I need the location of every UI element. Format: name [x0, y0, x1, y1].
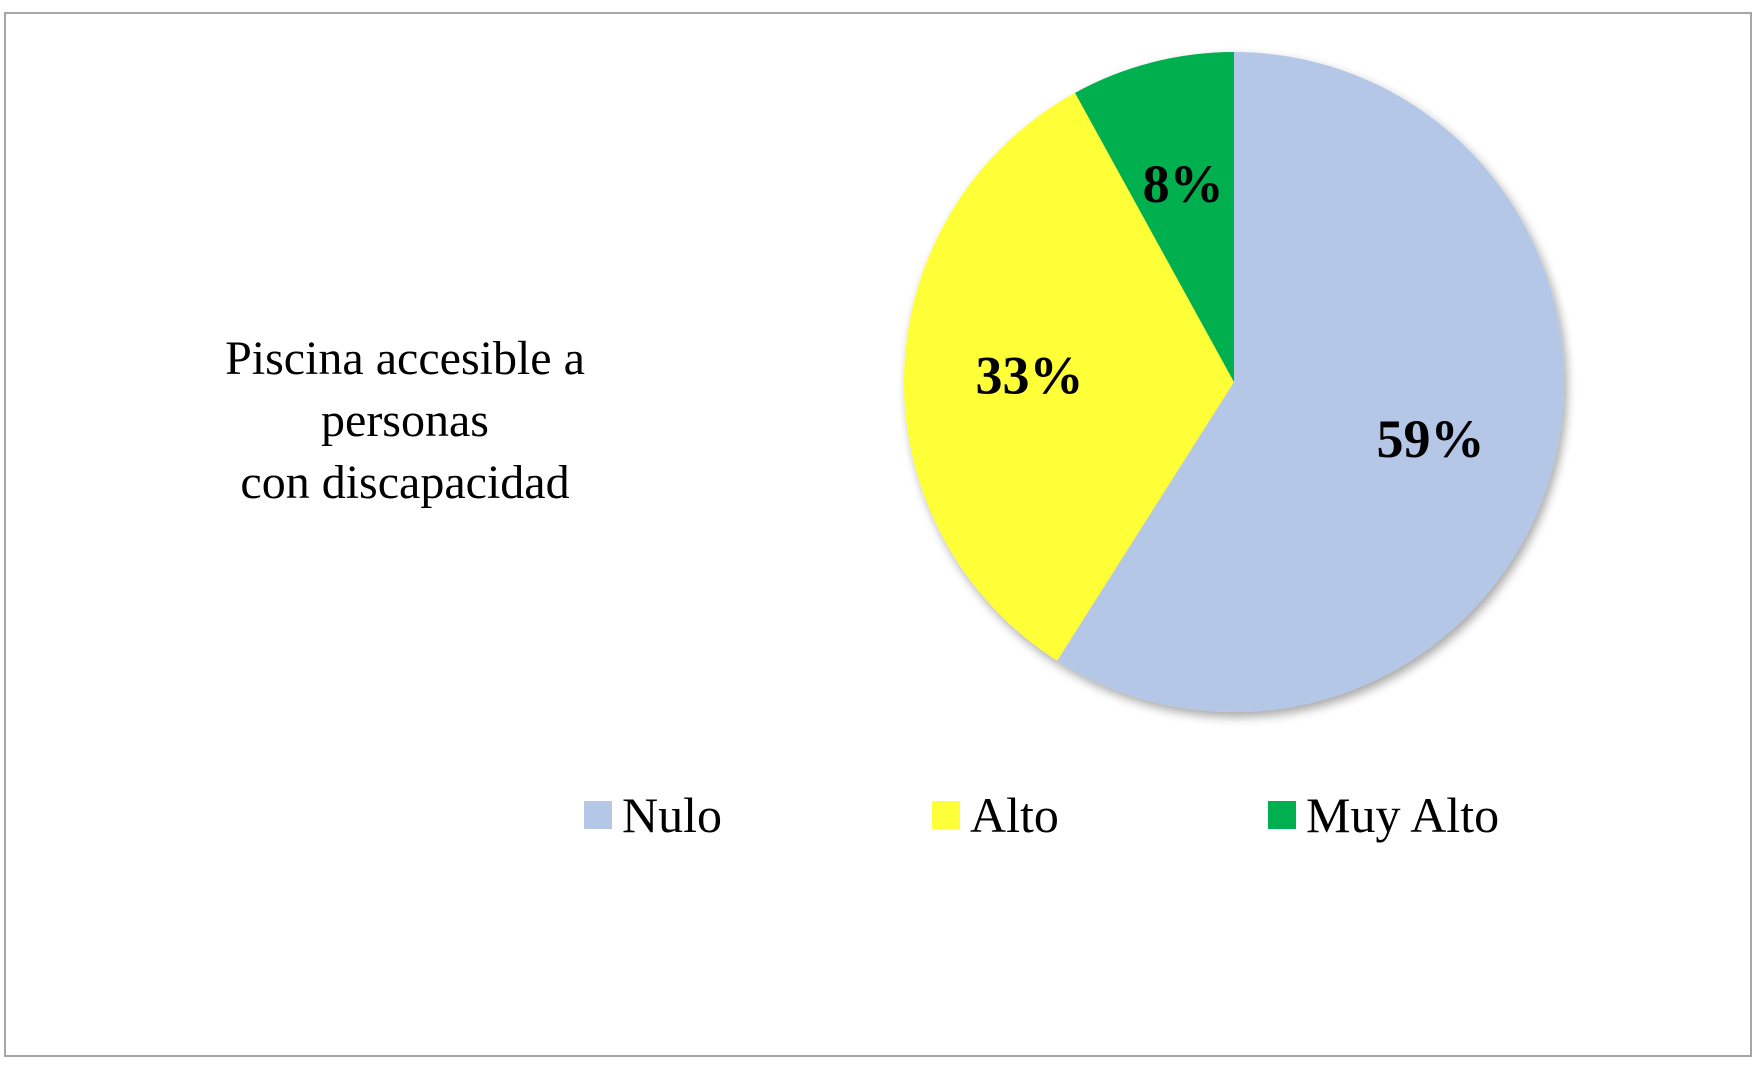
pie-slices: [904, 52, 1564, 712]
pie-label-nulo: 59%: [1376, 409, 1484, 469]
legend-label-nulo: Nulo: [622, 787, 722, 843]
pie-slice-nulo: [1057, 52, 1564, 712]
legend-label-alto: Alto: [970, 787, 1059, 843]
legend-swatch-muy-alto: [1268, 801, 1296, 829]
legend-item-nulo: Nulo: [584, 780, 722, 850]
pie-label-muy-alto: 8%: [1143, 154, 1224, 214]
legend-label-muy-alto: Muy Alto: [1306, 787, 1500, 843]
pie-label-alto: 33%: [976, 346, 1084, 406]
pie-slice-alto: [904, 92, 1234, 661]
legend-item-muy-alto: Muy Alto: [1268, 780, 1499, 850]
legend-item-alto: Alto: [932, 780, 1059, 850]
legend-swatch-alto: [932, 801, 960, 829]
chart-title: Piscina accesible a personas con discapa…: [150, 328, 660, 514]
pie-labels: 59% 33% 8%: [976, 154, 1485, 469]
legend: Nulo Alto Muy Alto: [0, 780, 1760, 850]
chart-title-line-2: personas: [321, 394, 489, 447]
chart-title-line-1: Piscina accesible a: [225, 332, 585, 385]
legend-swatch-nulo: [584, 801, 612, 829]
pie-slice-muy-alto: [1075, 52, 1234, 382]
chart-title-line-3: con discapacidad: [240, 456, 570, 509]
